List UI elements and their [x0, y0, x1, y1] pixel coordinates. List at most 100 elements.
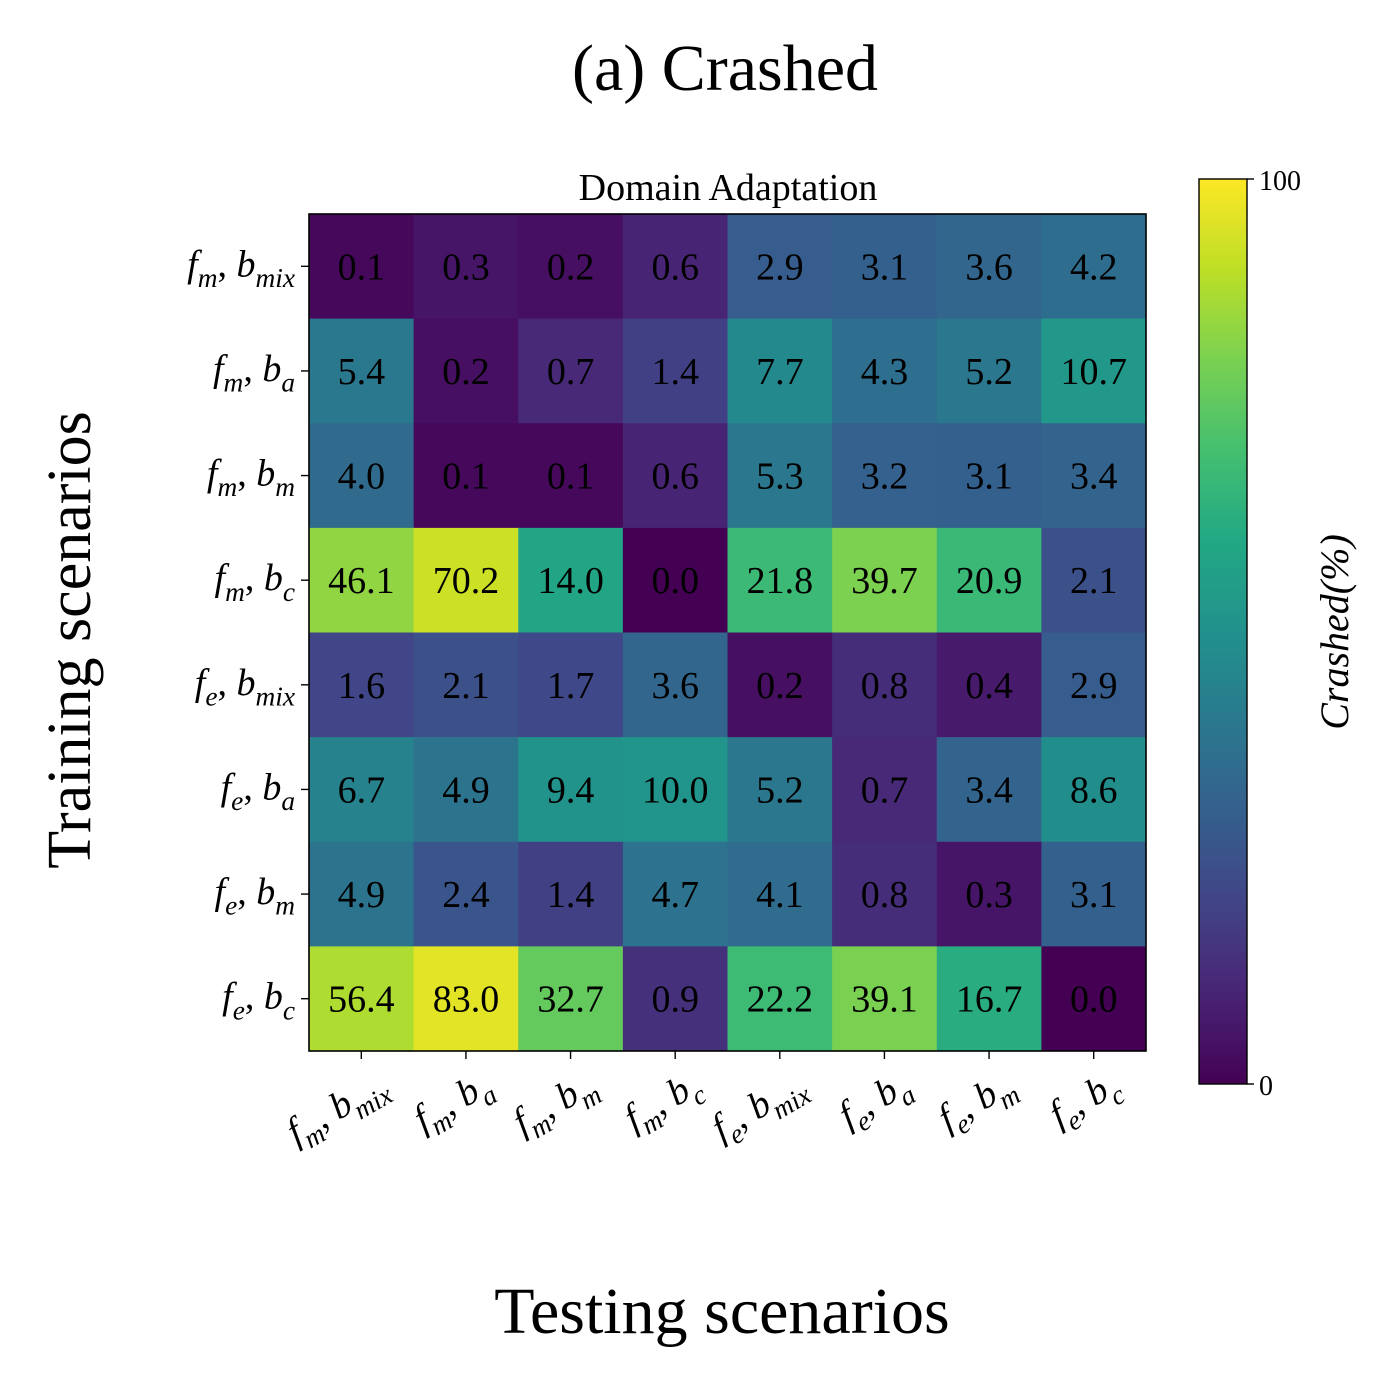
cell-value-label: 4.9 — [338, 874, 386, 916]
heatmap-cell — [1041, 318, 1147, 424]
cell-value-label: 21.8 — [747, 560, 814, 602]
cell-value-label: 46.1 — [328, 560, 395, 602]
y-tick-label: fe, bmix — [195, 662, 295, 712]
cell-value-label: 4.2 — [1070, 246, 1118, 288]
cell-value-label: 0.1 — [442, 456, 490, 498]
cell-value-label: 4.0 — [338, 456, 386, 498]
y-tick-label: fm, bc — [215, 557, 295, 607]
cell-value-label: 0.6 — [651, 456, 699, 498]
cell-value-label: 4.9 — [442, 769, 490, 811]
cell-value-label: 1.7 — [547, 665, 595, 707]
cell-value-label: 56.4 — [328, 979, 395, 1021]
heatmap-cell — [518, 214, 624, 320]
heatmap-cell — [832, 946, 938, 1052]
heatmap-cell — [309, 423, 415, 529]
cell-value-label: 3.6 — [965, 246, 1013, 288]
cell-value-label: 14.0 — [537, 560, 604, 602]
heatmap-cell — [727, 527, 833, 633]
cell-value-label: 0.6 — [651, 246, 699, 288]
heatmap-cell — [1041, 423, 1147, 529]
cell-value-label: 2.1 — [1070, 560, 1118, 602]
cell-value-label: 1.6 — [338, 665, 386, 707]
colorbar-tick-label-min: 0 — [1259, 1071, 1273, 1102]
cell-value-label: 20.9 — [956, 560, 1023, 602]
heatmap-cell — [413, 318, 519, 424]
heatmap-cell — [622, 423, 728, 529]
heatmap-cell — [309, 632, 415, 738]
cell-value-label: 4.1 — [756, 874, 804, 916]
y-tick-label: fe, ba — [221, 766, 295, 816]
colorbar — [1198, 178, 1248, 1085]
cell-value-label: 4.3 — [861, 351, 909, 393]
heatmap-cell — [832, 214, 938, 320]
y-tick-label: fe, bc — [222, 976, 295, 1026]
heatmap-cell — [518, 632, 624, 738]
heatmap-cells — [309, 214, 1147, 1052]
heatmap-cell — [622, 527, 728, 633]
x-tick-label: fe, bc — [1042, 1062, 1130, 1141]
y-axis-ticks: fm, bmix fm, ba fm, bm fm, bc fe, bmix fe, ba… — [187, 243, 309, 1025]
x-tick-label: fm, bmix — [279, 1062, 397, 1159]
cell-value-label: 3.6 — [651, 665, 699, 707]
heatmap-cell — [309, 841, 415, 947]
heatmap-cell — [622, 214, 728, 320]
cell-value-label: 83.0 — [433, 979, 500, 1021]
heatmap-cell — [727, 841, 833, 947]
heatmap-cell — [727, 946, 833, 1052]
heatmap-cell — [413, 527, 519, 633]
cell-value-label: 5.2 — [965, 351, 1013, 393]
cell-value-label: 2.9 — [756, 246, 804, 288]
y-axis-label: Training scenarios — [36, 411, 104, 869]
x-tick-label: fe, bm — [931, 1062, 1026, 1145]
heatmap-cell — [518, 841, 624, 947]
x-tick-label: fm, bm — [506, 1062, 607, 1149]
cell-value-label: 0.2 — [756, 665, 804, 707]
cell-value-label: 5.2 — [756, 769, 804, 811]
chart-title: (a) Crashed — [572, 32, 878, 105]
y-tick-label: fe, bm — [215, 871, 295, 921]
heatmap-cell — [622, 841, 728, 947]
cell-value-label: 3.4 — [965, 769, 1013, 811]
cell-value-label: 0.9 — [651, 979, 699, 1021]
heatmap-cell — [518, 527, 624, 633]
cell-value-label: 39.1 — [851, 979, 918, 1021]
cell-value-label: 10.0 — [642, 769, 709, 811]
cell-value-label: 10.7 — [1060, 351, 1127, 393]
heatmap-cell — [1041, 946, 1147, 1052]
y-tick-label: fm, ba — [213, 348, 295, 398]
cell-value-label: 8.6 — [1070, 769, 1118, 811]
heatmap-cell — [936, 841, 1042, 947]
cell-value-label: 3.1 — [1070, 874, 1118, 916]
y-tick-label: fm, bm — [207, 453, 295, 503]
heatmap-cell — [832, 318, 938, 424]
heatmap-cell — [413, 632, 519, 738]
heatmap-cell-labels: 0.1 0.3 0.2 0.6 2.9 3.1 3.6 4.2 5.4 0.2 0.7 1.4 7.7 4… — [328, 246, 1127, 1020]
heatmap-cell — [413, 423, 519, 529]
heatmap-cell — [936, 946, 1042, 1052]
heatmap-cell — [832, 423, 938, 529]
heatmap-cell — [1041, 632, 1147, 738]
x-tick-label: fe, ba — [831, 1062, 920, 1142]
cell-value-label: 0.8 — [861, 665, 909, 707]
cell-value-label: 0.8 — [861, 874, 909, 916]
cell-value-label: 0.3 — [965, 874, 1013, 916]
heatmap-cell — [518, 423, 624, 529]
heatmap-cell — [936, 527, 1042, 633]
heatmap-cell — [832, 632, 938, 738]
plot-frame — [308, 213, 1147, 1052]
heatmap-cell — [832, 527, 938, 633]
heatmap-cell — [622, 318, 728, 424]
heatmap-cell — [518, 946, 624, 1052]
cell-value-label: 6.7 — [338, 769, 386, 811]
colorbar-tick-label-max: 100 — [1259, 166, 1301, 197]
cell-value-label: 2.9 — [1070, 665, 1118, 707]
cell-value-label: 0.2 — [442, 351, 490, 393]
heatmap-cell — [309, 946, 415, 1052]
heatmap-cell — [518, 318, 624, 424]
heatmap-cell — [727, 632, 833, 738]
cell-value-label: 9.4 — [547, 769, 595, 811]
cell-value-label: 3.2 — [861, 456, 909, 498]
cell-value-label: 5.4 — [338, 351, 386, 393]
